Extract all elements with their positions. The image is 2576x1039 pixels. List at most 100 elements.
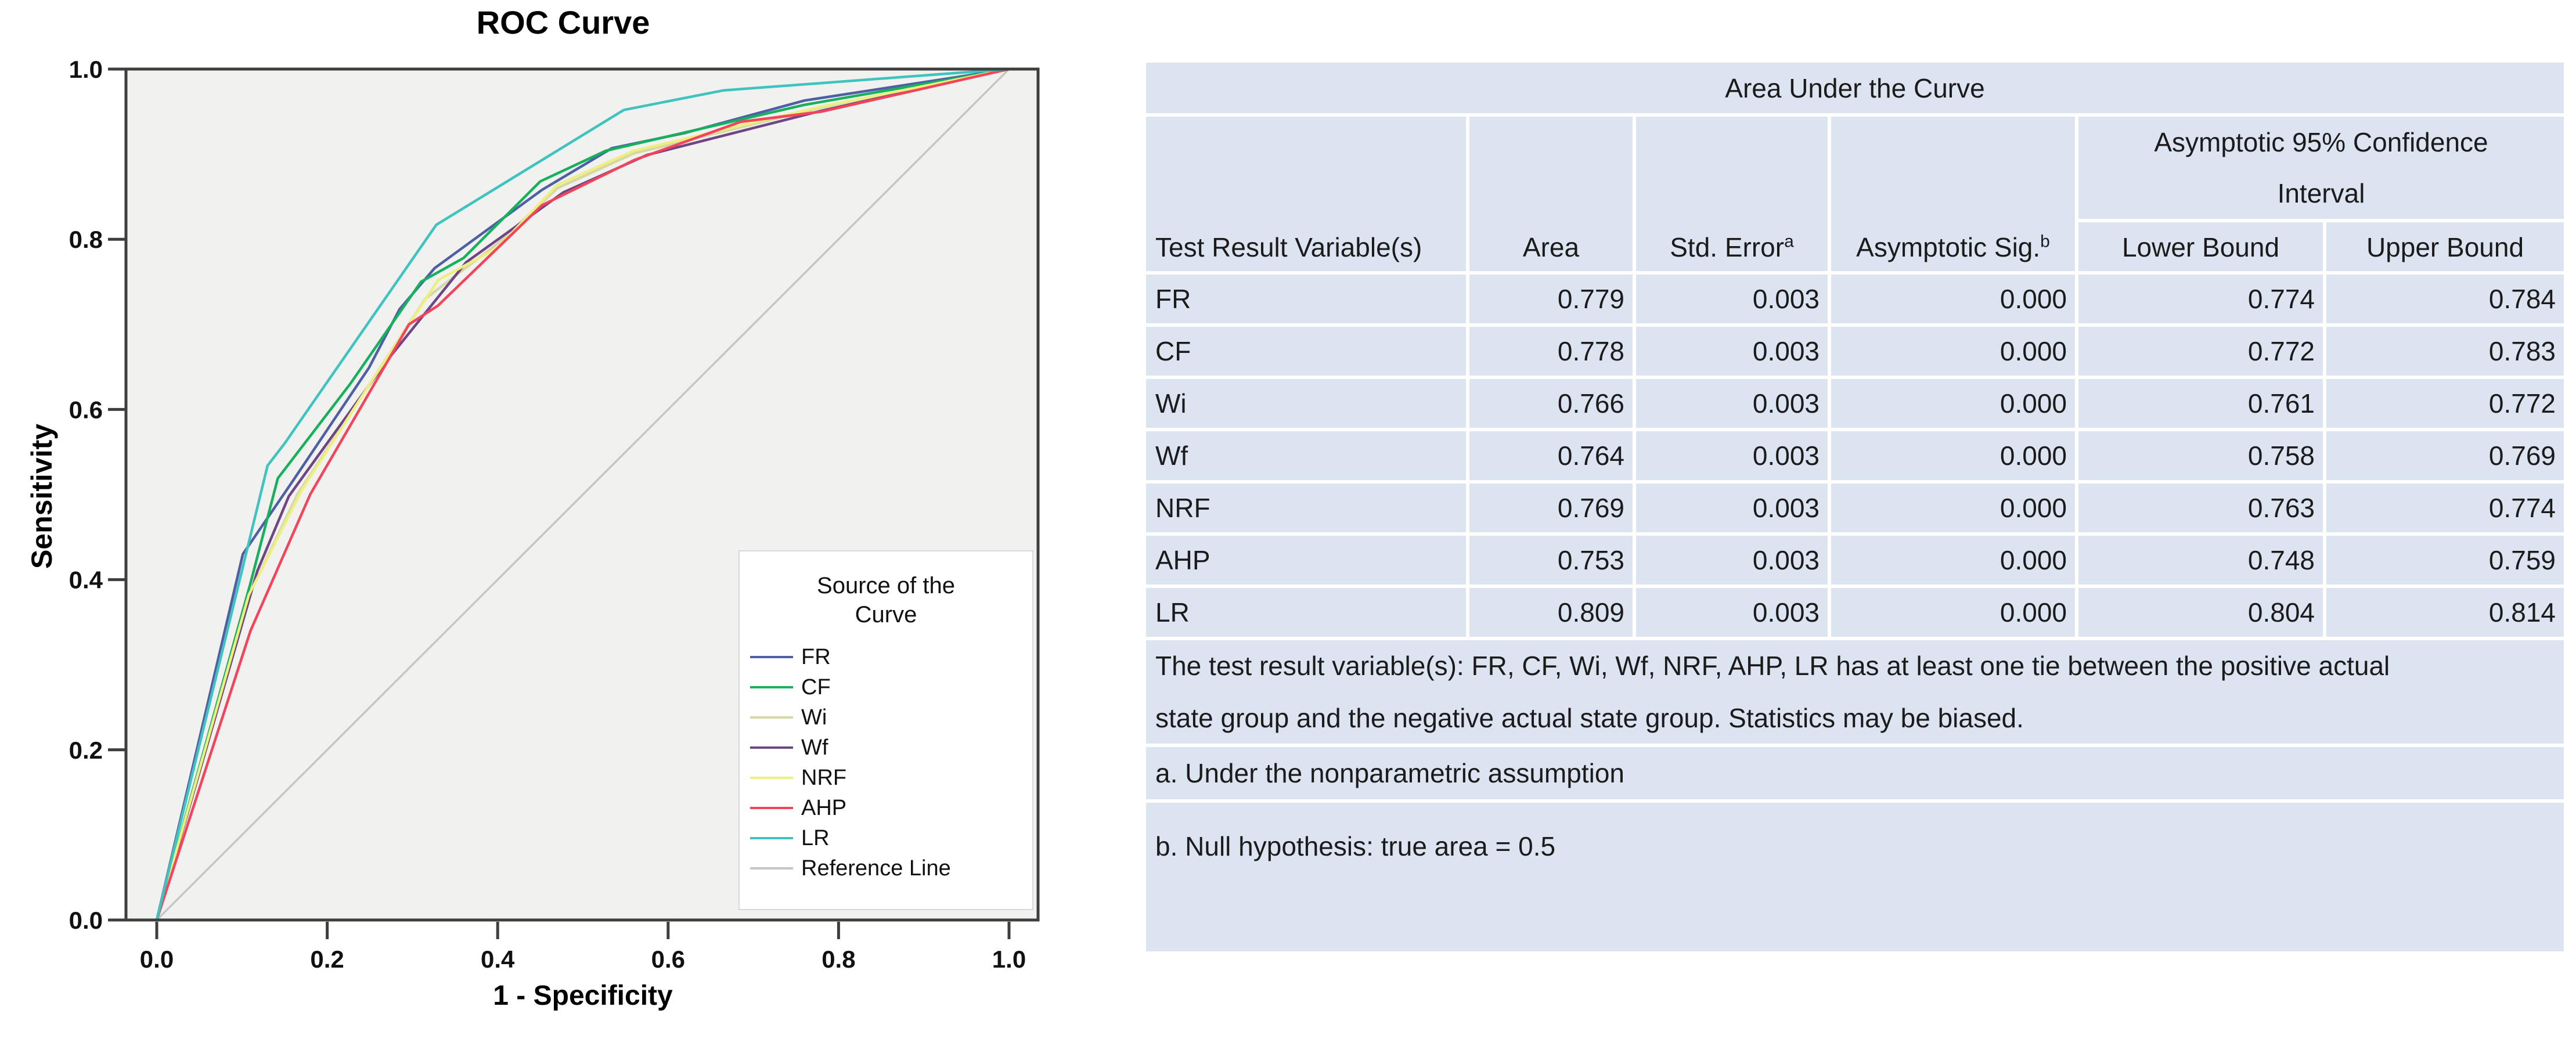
legend-label: CF — [801, 674, 831, 699]
row-upper-bound: 0.769 — [2326, 431, 2564, 480]
table-row: NRF 0.769 0.003 0.000 0.763 0.774 — [1146, 484, 2564, 532]
legend-label: LR — [801, 825, 830, 850]
row-lower-bound: 0.774 — [2078, 275, 2323, 323]
row-lower-bound: 0.772 — [2078, 327, 2323, 376]
legend-line-swatch — [750, 867, 793, 870]
auc-table: Area Under the Curve Test Result Variabl… — [1146, 63, 2564, 951]
x-tick-label: 0.4 — [481, 946, 515, 973]
row-upper-bound: 0.774 — [2326, 484, 2564, 532]
legend-item-wf: Wf — [740, 733, 1032, 763]
row-variable: CF — [1146, 327, 1466, 376]
row-asymptotic-sig: 0.000 — [1831, 536, 2075, 585]
legend-item-fr: FR — [740, 642, 1032, 672]
row-lower-bound: 0.748 — [2078, 536, 2323, 585]
legend-item-reference-line: Reference Line — [740, 853, 1032, 883]
row-lower-bound: 0.763 — [2078, 484, 2323, 532]
ci-header-group: Asymptotic 95% Confidence Interval Lower… — [2078, 117, 2564, 271]
legend-line-swatch — [750, 837, 793, 839]
row-upper-bound: 0.772 — [2326, 379, 2564, 428]
legend-title-line1: Source of the — [817, 573, 955, 598]
row-std-error: 0.003 — [1636, 275, 1828, 323]
row-asymptotic-sig: 0.000 — [1831, 379, 2075, 428]
col-header-confidence-interval: Asymptotic 95% Confidence Interval — [2078, 117, 2564, 219]
x-axis-label: 1 - Specificity — [493, 980, 673, 1011]
row-variable: NRF — [1146, 484, 1466, 532]
row-upper-bound: 0.783 — [2326, 327, 2564, 376]
row-asymptotic-sig: 0.000 — [1831, 431, 2075, 480]
legend-item-ahp: AHP — [740, 793, 1032, 823]
x-tick-label: 0.6 — [651, 946, 685, 973]
legend-item-nrf: NRF — [740, 763, 1032, 793]
plot-frame — [124, 67, 1040, 922]
table-body: FR 0.779 0.003 0.000 0.774 0.784 CF 0.778 0.003 0… — [1146, 275, 2564, 637]
x-tick-label: 1.0 — [992, 946, 1026, 973]
row-lower-bound: 0.758 — [2078, 431, 2323, 480]
row-variable: Wi — [1146, 379, 1466, 428]
legend-label: Reference Line — [801, 856, 951, 881]
chart-legend: Source of the Curve FR CF Wi Wf NRF AHP LR Refe… — [738, 550, 1033, 910]
table-row: LR 0.809 0.003 0.000 0.804 0.814 — [1146, 588, 2564, 637]
roc-curve-nrf — [155, 67, 1011, 922]
table-footnote-ties: The test result variable(s): FR, CF, Wi,… — [1146, 640, 2564, 744]
col-header-asymptotic-sig: Asymptotic Sig.b — [1831, 117, 2075, 271]
table-title: Area Under the Curve — [1146, 63, 2564, 113]
table-row: Wf 0.764 0.003 0.000 0.758 0.769 — [1146, 431, 2564, 480]
row-lower-bound: 0.761 — [2078, 379, 2323, 428]
legend-title-line2: Curve — [855, 602, 917, 627]
roc-curve-wf — [155, 67, 1011, 922]
legend-label: Wi — [801, 705, 827, 730]
chart-title: ROC Curve — [476, 4, 650, 41]
table-row: CF 0.778 0.003 0.000 0.772 0.783 — [1146, 327, 2564, 376]
y-tick-label: 1.0 — [69, 56, 103, 83]
col-header-lower-bound: Lower Bound — [2078, 222, 2323, 271]
legend-line-swatch — [750, 716, 793, 719]
legend-item-cf: CF — [740, 672, 1032, 702]
y-tick-label: 0.2 — [69, 737, 103, 764]
row-upper-bound: 0.814 — [2326, 588, 2564, 637]
legend-label: FR — [801, 644, 831, 669]
table-footnote-a: a. Under the nonparametric assumption — [1146, 747, 2564, 799]
row-std-error: 0.003 — [1636, 327, 1828, 376]
y-tick-label: 0.6 — [69, 396, 103, 423]
x-tick-label: 0.2 — [310, 946, 344, 973]
col-header-area: Area — [1469, 117, 1633, 271]
legend-line-swatch — [750, 656, 793, 658]
row-area: 0.779 — [1469, 275, 1633, 323]
row-upper-bound: 0.784 — [2326, 275, 2564, 323]
row-area: 0.769 — [1469, 484, 1633, 532]
table-row: AHP 0.753 0.003 0.000 0.748 0.759 — [1146, 536, 2564, 585]
row-area: 0.778 — [1469, 327, 1633, 376]
y-tick-label: 0.4 — [69, 567, 103, 594]
row-area: 0.766 — [1469, 379, 1633, 428]
row-variable: AHP — [1146, 536, 1466, 585]
row-asymptotic-sig: 0.000 — [1831, 588, 2075, 637]
row-std-error: 0.003 — [1636, 431, 1828, 480]
col-header-upper-bound: Upper Bound — [2326, 222, 2564, 271]
legend-line-swatch — [750, 807, 793, 809]
table-row: FR 0.779 0.003 0.000 0.774 0.784 — [1146, 275, 2564, 323]
legend-item-lr: LR — [740, 823, 1032, 853]
table-header: Test Result Variable(s) Area Std. Errora… — [1146, 117, 2564, 271]
row-area: 0.753 — [1469, 536, 1633, 585]
reference-line — [156, 68, 1010, 921]
row-asymptotic-sig: 0.000 — [1831, 275, 2075, 323]
legend-line-swatch — [750, 746, 793, 749]
legend-item-wi: Wi — [740, 702, 1032, 733]
legend-line-swatch — [750, 686, 793, 688]
legend-items: FR CF Wi Wf NRF AHP LR Reference Line — [740, 642, 1032, 883]
col-header-std-error: Std. Errora — [1636, 117, 1828, 271]
roc-curve-cf — [155, 67, 1011, 922]
row-std-error: 0.003 — [1636, 484, 1828, 532]
row-variable: LR — [1146, 588, 1466, 637]
row-area: 0.764 — [1469, 431, 1633, 480]
x-tick-label: 0.0 — [140, 946, 174, 973]
roc-curve-lr — [155, 67, 1011, 922]
col-header-test-result-variables: Test Result Variable(s) — [1146, 117, 1466, 271]
row-std-error: 0.003 — [1636, 536, 1828, 585]
legend-label: AHP — [801, 795, 847, 820]
legend-label: NRF — [801, 765, 847, 790]
legend-line-swatch — [750, 777, 793, 779]
row-lower-bound: 0.804 — [2078, 588, 2323, 637]
row-std-error: 0.003 — [1636, 588, 1828, 637]
x-tick-label: 0.8 — [822, 946, 855, 973]
